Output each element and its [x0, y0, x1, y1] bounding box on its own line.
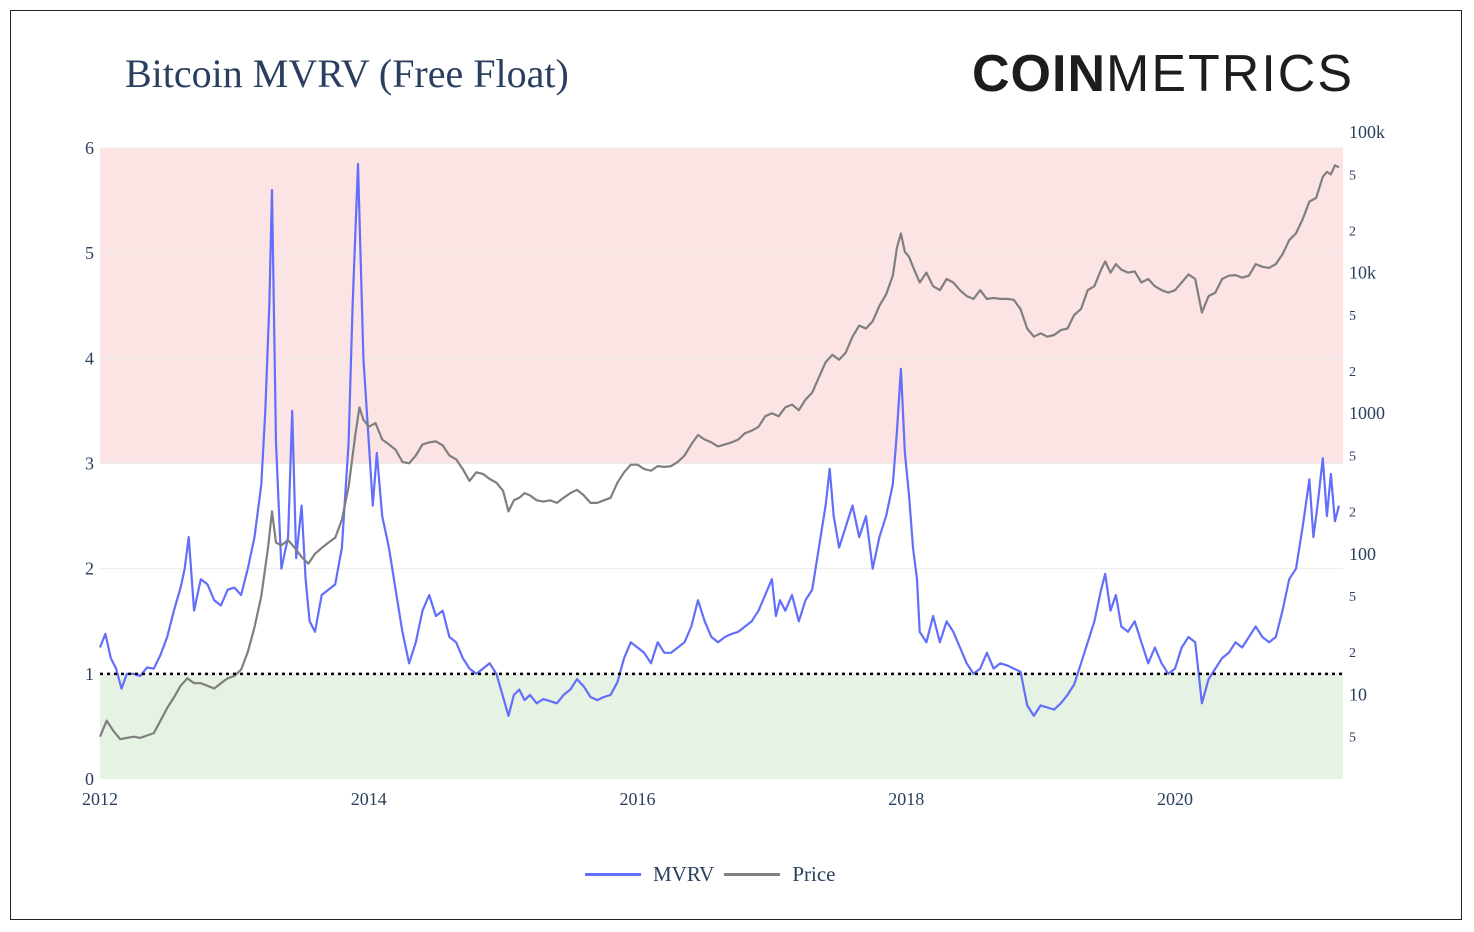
- y-left-tick-label: 6: [85, 138, 94, 158]
- x-tick-label: 2012: [82, 789, 118, 809]
- logo-bold-text: COIN: [972, 45, 1106, 103]
- legend-label-price: Price: [792, 862, 836, 886]
- y-left-tick-label: 4: [85, 348, 94, 368]
- y-right-tick-label: 1000: [1349, 403, 1385, 423]
- y-right-tick-label: 5: [1349, 450, 1356, 465]
- y-right-tick-label: 5: [1349, 309, 1356, 324]
- legend: MVRV Price: [585, 862, 846, 887]
- series-line-mvrv: [98, 162, 1341, 717]
- band-undervalued: [100, 673, 1343, 779]
- x-tick-label: 2018: [888, 789, 924, 809]
- legend-swatch-price: [724, 873, 781, 876]
- band-overvalued: [100, 148, 1343, 464]
- y-right-tick-label: 100k: [1349, 122, 1385, 142]
- y-left-tick-label: 3: [85, 454, 94, 474]
- y-right-tick-label: 5: [1349, 590, 1356, 605]
- y-right-tick-label: 2: [1349, 365, 1356, 380]
- legend-label-mvrv: MVRV: [653, 862, 715, 886]
- y-right-tick-label: 2: [1349, 646, 1356, 661]
- y-right-tick-label: 100: [1349, 544, 1376, 564]
- legend-item-price[interactable]: Price: [724, 862, 836, 887]
- legend-swatch-mvrv: [585, 873, 641, 876]
- y-right-tick-label: 5: [1349, 731, 1356, 746]
- x-tick-label: 2020: [1157, 789, 1193, 809]
- chart-title: Bitcoin MVRV (Free Float): [125, 51, 569, 96]
- y-left-tick-label: 0: [85, 769, 94, 789]
- y-left-tick-label: 1: [85, 664, 94, 684]
- y-right-tick-label: 10k: [1349, 263, 1376, 283]
- y-right-tick-label: 2: [1349, 505, 1356, 520]
- legend-item-mvrv[interactable]: MVRV: [585, 862, 714, 887]
- y-right-tick-label: 10: [1349, 684, 1367, 704]
- x-tick-label: 2014: [351, 789, 387, 809]
- series-line-price: [98, 164, 1340, 741]
- y-left-tick-label: 5: [85, 243, 94, 263]
- coinmetrics-logo: COINMETRICS: [972, 44, 1354, 104]
- y-right-tick-label: 2: [1349, 224, 1356, 239]
- logo-light-text: METRICS: [1106, 45, 1354, 103]
- x-tick-label: 2016: [620, 789, 656, 809]
- y-left-tick-label: 2: [85, 559, 94, 579]
- y-right-tick-label: 5: [1349, 168, 1356, 183]
